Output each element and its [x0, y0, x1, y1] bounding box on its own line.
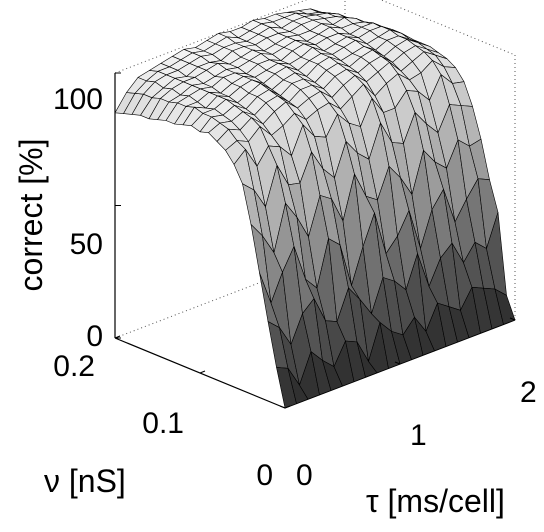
z-tick-label: 0: [86, 320, 103, 353]
axis-ticks: [114, 72, 516, 409]
z-tick-label: 100: [53, 83, 103, 116]
y-tick-label: 0.1: [142, 407, 184, 440]
x-tick-label: 0: [296, 459, 313, 492]
surface-patch: [494, 288, 516, 325]
x-tick-mark: [394, 361, 401, 365]
y-tick-mark: [199, 370, 206, 374]
x-axis-label: τ [ms/cell]: [366, 483, 505, 519]
x-tick-mark: [509, 317, 516, 321]
z-axis-label: correct [%]: [13, 139, 49, 292]
y-tick-label: 0.2: [53, 350, 95, 383]
x-tick-mark: [279, 405, 286, 409]
x-tick-label: 1: [410, 419, 427, 452]
y-tick-label: 0: [256, 459, 273, 492]
z-tick-label: 50: [70, 228, 103, 261]
y-tick-mark: [284, 405, 291, 409]
surface-mesh: [114, 8, 516, 409]
y-axis-label: ν [nS]: [44, 463, 126, 499]
x-tick-label: 2: [520, 376, 537, 409]
